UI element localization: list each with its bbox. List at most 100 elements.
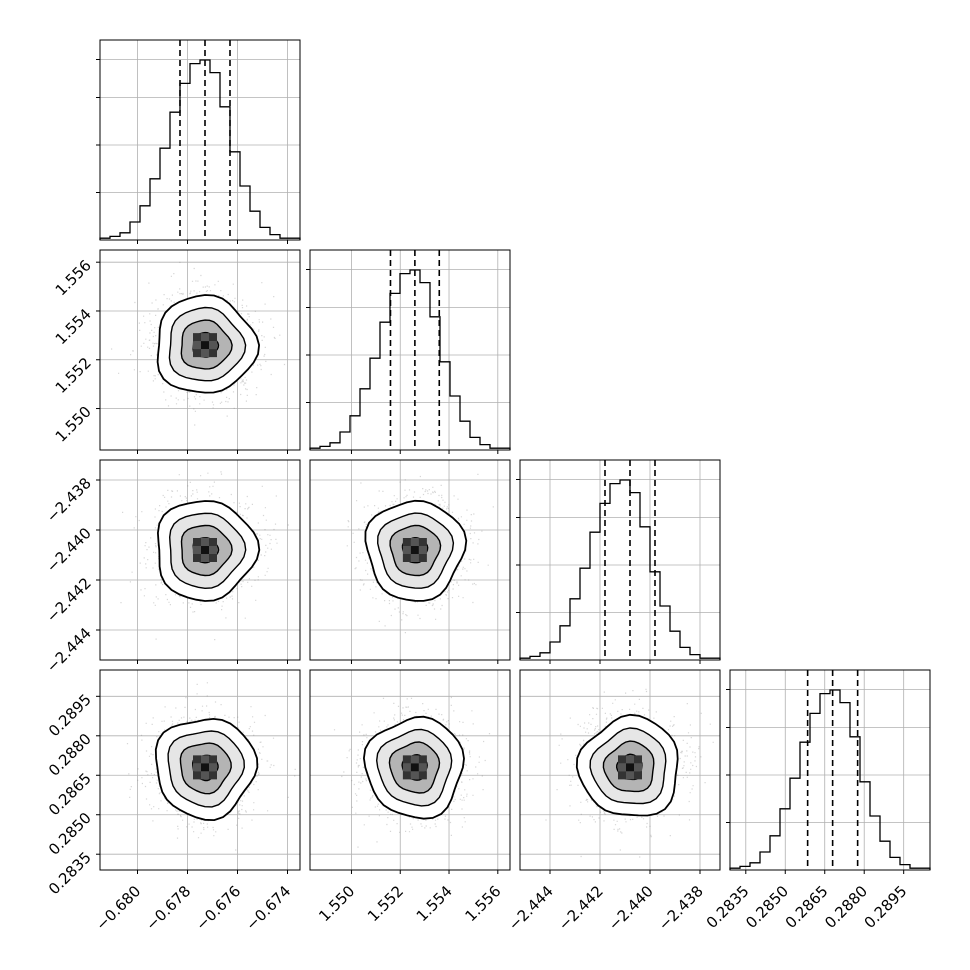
density-core <box>201 538 209 546</box>
x-tick-label: −0.678 <box>142 882 194 934</box>
density-core <box>193 554 201 562</box>
density-core <box>209 763 217 772</box>
y-tick-label: 1.556 <box>52 256 95 299</box>
density-core <box>402 755 411 764</box>
density-core <box>402 546 411 554</box>
density-core <box>209 349 217 358</box>
density-core <box>209 771 217 780</box>
density-core <box>410 546 419 554</box>
density-core <box>618 763 626 772</box>
density-core <box>193 341 201 350</box>
x-tick-label: 0.2880 <box>821 882 871 932</box>
density-core <box>209 341 217 350</box>
density-core <box>418 763 427 772</box>
density-core <box>201 771 209 780</box>
x-tick-label: −0.680 <box>92 882 144 934</box>
density-core <box>209 554 217 562</box>
panel-1-1 <box>306 249 511 454</box>
x-tick-label: 1.554 <box>413 882 456 925</box>
density-core <box>193 755 201 764</box>
density-core <box>618 771 626 780</box>
y-tick-label: 0.2835 <box>45 848 95 898</box>
density-core <box>418 538 427 546</box>
density-core <box>418 755 427 764</box>
density-core <box>626 755 634 764</box>
panel-frame <box>99 249 301 451</box>
y-tick-label: 0.2850 <box>45 809 95 859</box>
x-tick-label: −2.444 <box>505 882 557 934</box>
x-tick-label: 0.2835 <box>703 882 753 932</box>
density-core <box>209 333 217 342</box>
y-tick-label: 0.2865 <box>45 769 95 819</box>
panel-3-2 <box>519 669 721 874</box>
panel-3-1 <box>309 669 511 874</box>
x-tick-label: −0.676 <box>192 882 244 934</box>
density-core <box>193 349 201 358</box>
panel-frame <box>99 459 301 661</box>
density-core <box>618 755 626 764</box>
panel-2-0: −2.444−2.442−2.440−2.438 <box>43 459 301 676</box>
histogram-step-3 <box>729 689 931 870</box>
density-core <box>626 771 634 780</box>
density-core <box>209 538 217 546</box>
x-tick-label: −2.438 <box>655 882 707 934</box>
density-core <box>418 554 427 562</box>
panel-3-3 <box>726 669 931 874</box>
panel-2-1 <box>309 459 511 664</box>
x-tick-label: −0.674 <box>242 882 294 934</box>
density-core <box>410 554 419 562</box>
histogram-step-0 <box>99 59 301 240</box>
y-tick-label: −2.438 <box>43 474 95 526</box>
panel-frame <box>519 459 721 661</box>
x-tick-label: 1.556 <box>462 882 505 925</box>
density-core <box>209 546 217 554</box>
x-tick-label: 0.2865 <box>782 882 832 932</box>
y-tick-label: −2.440 <box>43 524 95 576</box>
density-core <box>209 755 217 764</box>
density-core <box>193 763 201 772</box>
density-core <box>418 771 427 780</box>
density-core <box>410 771 419 780</box>
x-tick-label: 0.2895 <box>861 882 911 932</box>
density-core <box>410 763 419 772</box>
density-core <box>201 546 209 554</box>
x-tick-label: 1.552 <box>364 882 407 925</box>
y-tick-label: −2.442 <box>43 574 95 626</box>
y-tick-label: 0.2880 <box>45 730 95 780</box>
density-core <box>418 546 427 554</box>
density-core <box>193 333 201 342</box>
density-core <box>201 341 209 350</box>
histogram-step-2 <box>519 479 721 660</box>
density-core <box>193 538 201 546</box>
y-tick-label: 1.550 <box>52 403 95 446</box>
density-core <box>193 771 201 780</box>
panel-0-0 <box>96 39 301 244</box>
panel-frame <box>99 39 301 241</box>
panel-1-0: 1.550 1.552 1.554 1.556 <box>52 249 301 454</box>
panel-frame <box>309 669 511 871</box>
y-tick-label: 1.552 <box>52 354 95 397</box>
panel-frame <box>309 459 511 661</box>
y-tick-label: 1.554 <box>52 305 95 348</box>
density-core <box>402 771 411 780</box>
x-tick-label: −2.440 <box>605 882 657 934</box>
density-core <box>410 755 419 764</box>
x-tick-label: −2.442 <box>555 882 607 934</box>
panel-frame <box>309 249 511 451</box>
density-core <box>201 349 209 358</box>
density-core <box>410 538 419 546</box>
panel-frame <box>729 669 931 871</box>
histogram-step-1 <box>309 269 511 450</box>
density-core <box>193 546 201 554</box>
panel-2-2 <box>516 459 721 664</box>
density-core <box>634 763 642 772</box>
x-tick-label: 1.550 <box>315 882 358 925</box>
y-tick-label: −2.444 <box>43 624 95 676</box>
density-core <box>201 755 209 764</box>
density-core <box>634 771 642 780</box>
x-tick-label: 0.2850 <box>742 882 792 932</box>
density-core <box>201 333 209 342</box>
y-tick-label: 0.2895 <box>45 690 95 740</box>
density-core <box>626 763 634 772</box>
